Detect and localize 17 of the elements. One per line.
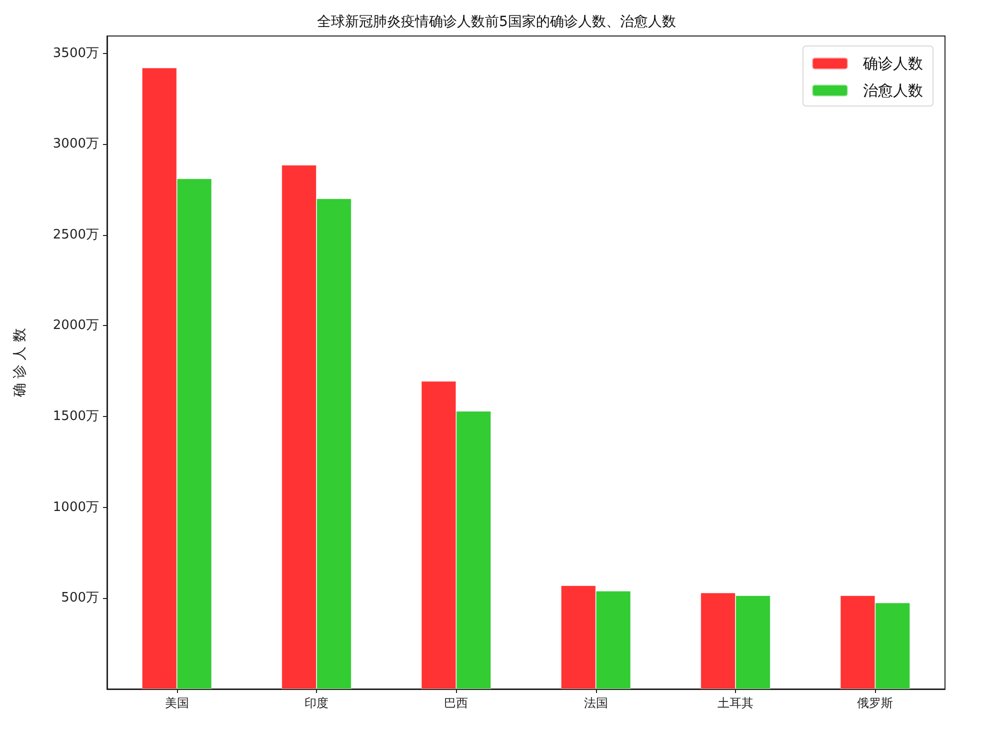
legend-label: 治愈人数	[863, 82, 923, 100]
y-tick-label: 500万	[61, 590, 99, 606]
y-tick-label: 3000万	[52, 136, 99, 152]
y-tick-label: 3500万	[52, 46, 99, 61]
x-tick-label: 印度	[304, 696, 328, 710]
x-tick-label: 法国	[584, 696, 608, 710]
y-axis-title: 确 诊 人 数	[12, 328, 28, 398]
x-tick-label: 俄罗斯	[857, 696, 894, 710]
y-tick-label: 2500万	[52, 227, 99, 242]
legend-label: 确诊人数	[862, 54, 923, 72]
y-tick-label: 2000万	[52, 318, 99, 334]
y-tick-label: 1000万	[52, 500, 99, 515]
x-tick-label: 美国	[164, 696, 189, 710]
chart-title: 全球新冠肺炎疫情确诊人数前5国家的确诊人数、治愈人数	[317, 14, 676, 30]
x-tick-label: 土耳其	[718, 696, 754, 710]
y-tick-label: 1500万	[52, 409, 99, 424]
x-tick-label: 巴西	[444, 696, 468, 710]
